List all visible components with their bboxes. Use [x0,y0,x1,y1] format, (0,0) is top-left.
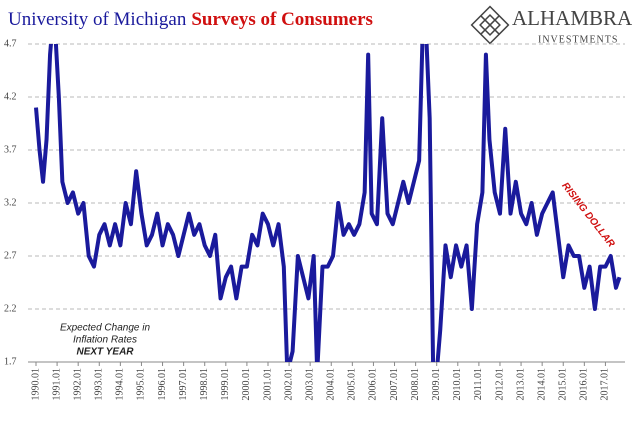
x-tick-label: 2005.01 [347,368,358,401]
x-tick-label: 2017.01 [600,368,611,401]
chart-title: University of Michigan Surveys of Consume… [8,9,373,30]
annotation: RISING DOLLAR [559,181,617,251]
x-tick-label: 1990.01 [30,368,41,401]
data-line [34,44,622,362]
y-tick-label: 2.2 [4,303,17,314]
logo-tagline: INVESTMENTS [538,34,618,45]
title-highlight: Surveys of Consumers [191,9,373,30]
annotation: Inflation Rates [73,335,137,346]
x-tick-label: 2004.01 [326,368,337,401]
x-tick-label: 2013.01 [515,368,526,401]
x-tick-label: 2012.01 [494,368,505,401]
x-tick-label: 1998.01 [199,368,210,401]
x-tick-label: 1996.01 [157,368,168,401]
y-tick-label: 4.7 [4,38,17,49]
x-tick-label: 2011.01 [473,368,484,400]
x-tick-label: 1991.01 [51,368,62,401]
title-main: University of Michigan [8,9,187,30]
annotation: Expected Change in [60,323,151,334]
annotation: NEXT YEAR [76,347,134,358]
x-tick-label: 1994.01 [115,368,126,401]
x-tick-label: 2002.01 [283,368,294,401]
logo-icon [470,5,510,45]
x-tick-label: 2008.01 [410,368,421,401]
label-layer: 1.7 2.2 2.7 3.2 3.7 4.2 4.7 1990.01 1991.01 1992.… [4,38,611,400]
x-tick-label: 2010.01 [452,368,463,401]
y-tick-label: 2.7 [4,250,17,261]
x-tick-label: 1992.01 [72,368,83,401]
x-tick-label: 1997.01 [178,368,189,401]
x-tick-label: 2006.01 [368,368,379,401]
logo: ALHAMBRA INVESTMENTS [470,5,633,45]
y-tick-label: 4.2 [4,91,17,102]
x-tick-label: 1995.01 [136,368,147,401]
x-tick-label: 2001.01 [262,368,273,401]
x-tick-label: 2000.01 [241,368,252,401]
x-tick-label: 1999.01 [220,368,231,401]
x-tick-label: 2014.01 [536,368,547,401]
y-tick-label: 3.2 [4,197,17,208]
line-layer [34,44,622,362]
grid-layer [28,43,625,366]
x-tick-label: 2007.01 [389,368,400,401]
y-tick-label: 3.7 [4,144,17,155]
x-tick-label: 2009.01 [431,368,442,401]
x-tick-label: 1993.01 [94,368,105,401]
x-tick-label: 2015.01 [558,368,569,401]
x-tick-label: 2003.01 [304,368,315,401]
logo-name: ALHAMBRA [512,6,633,30]
x-tick-label: 2016.01 [579,368,590,401]
y-tick-label: 1.7 [4,356,17,367]
